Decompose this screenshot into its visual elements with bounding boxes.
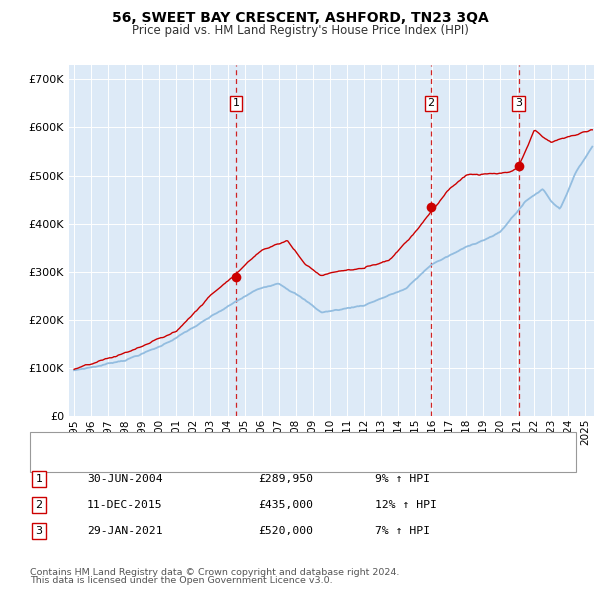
Text: 7% ↑ HPI: 7% ↑ HPI bbox=[375, 526, 430, 536]
Text: 3: 3 bbox=[35, 526, 43, 536]
Text: 2: 2 bbox=[428, 99, 434, 109]
Text: 1: 1 bbox=[232, 99, 239, 109]
Text: This data is licensed under the Open Government Licence v3.0.: This data is licensed under the Open Gov… bbox=[30, 576, 332, 585]
Text: 56, SWEET BAY CRESCENT, ASHFORD, TN23 3QA: 56, SWEET BAY CRESCENT, ASHFORD, TN23 3Q… bbox=[112, 11, 488, 25]
Text: £289,950: £289,950 bbox=[258, 474, 313, 484]
Text: 56, SWEET BAY CRESCENT, ASHFORD, TN23 3QA (detached house): 56, SWEET BAY CRESCENT, ASHFORD, TN23 3Q… bbox=[72, 438, 439, 448]
Text: 3: 3 bbox=[515, 99, 522, 109]
Text: HPI: Average price, detached house, Ashford: HPI: Average price, detached house, Ashf… bbox=[72, 456, 316, 466]
Text: 29-JAN-2021: 29-JAN-2021 bbox=[87, 526, 163, 536]
Text: 11-DEC-2015: 11-DEC-2015 bbox=[87, 500, 163, 510]
Text: £520,000: £520,000 bbox=[258, 526, 313, 536]
Text: 1: 1 bbox=[35, 474, 43, 484]
Text: 9% ↑ HPI: 9% ↑ HPI bbox=[375, 474, 430, 484]
Text: Contains HM Land Registry data © Crown copyright and database right 2024.: Contains HM Land Registry data © Crown c… bbox=[30, 568, 400, 577]
Text: 2: 2 bbox=[35, 500, 43, 510]
Text: Price paid vs. HM Land Registry's House Price Index (HPI): Price paid vs. HM Land Registry's House … bbox=[131, 24, 469, 37]
Text: £435,000: £435,000 bbox=[258, 500, 313, 510]
Text: 12% ↑ HPI: 12% ↑ HPI bbox=[375, 500, 437, 510]
Text: 30-JUN-2004: 30-JUN-2004 bbox=[87, 474, 163, 484]
